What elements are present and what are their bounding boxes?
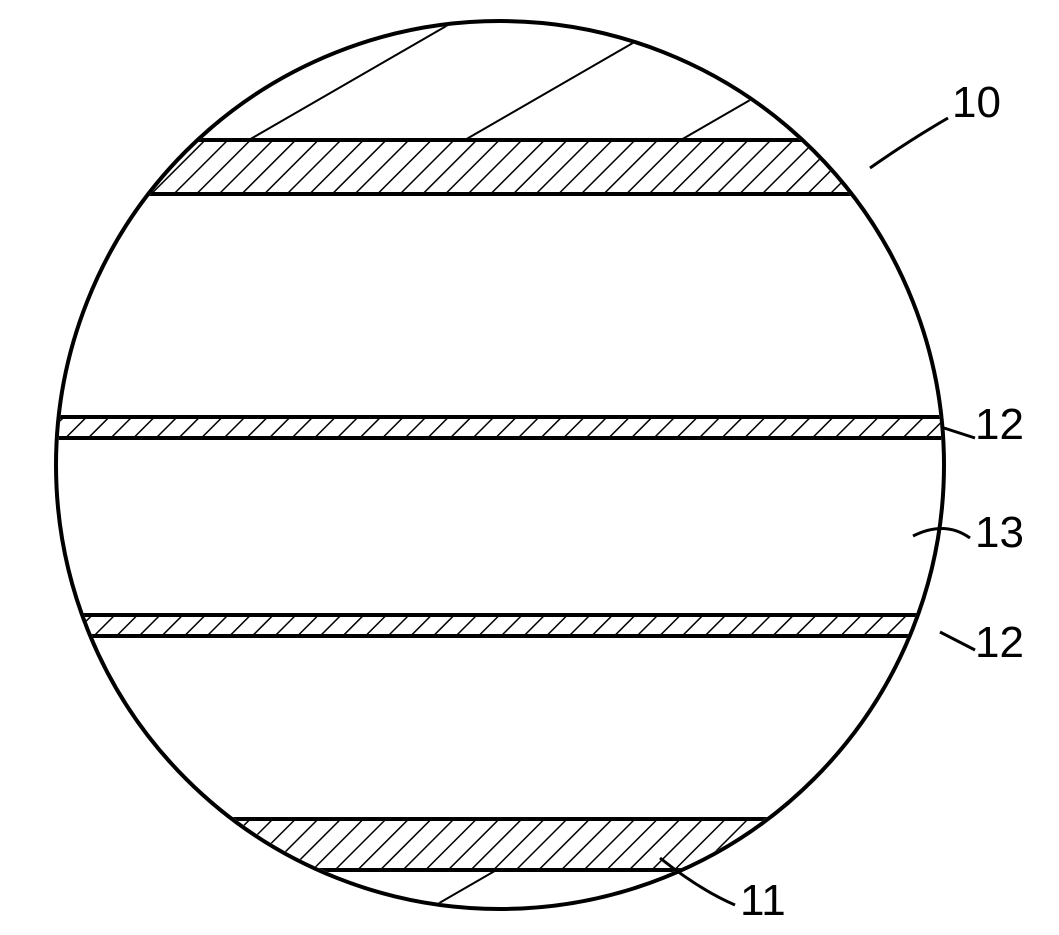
label-12-upper: 12 xyxy=(975,400,1024,450)
layer-11 xyxy=(40,819,960,870)
label-13: 13 xyxy=(975,508,1024,558)
leader-12b xyxy=(940,632,975,650)
label-10: 10 xyxy=(952,78,1001,128)
layer-12-upper xyxy=(40,417,960,438)
leader-12a xyxy=(944,428,975,438)
top-cap-hatch xyxy=(40,10,960,140)
layer-10 xyxy=(40,140,960,194)
bottom-cap-hatch xyxy=(40,870,960,930)
label-12-lower: 12 xyxy=(975,618,1024,668)
layer-12-lower xyxy=(40,615,960,636)
label-11: 11 xyxy=(740,876,786,926)
cross-section-diagram xyxy=(40,10,1059,935)
leader-11 xyxy=(660,858,735,905)
leader-10 xyxy=(870,118,948,168)
diagram-svg xyxy=(40,10,1059,930)
